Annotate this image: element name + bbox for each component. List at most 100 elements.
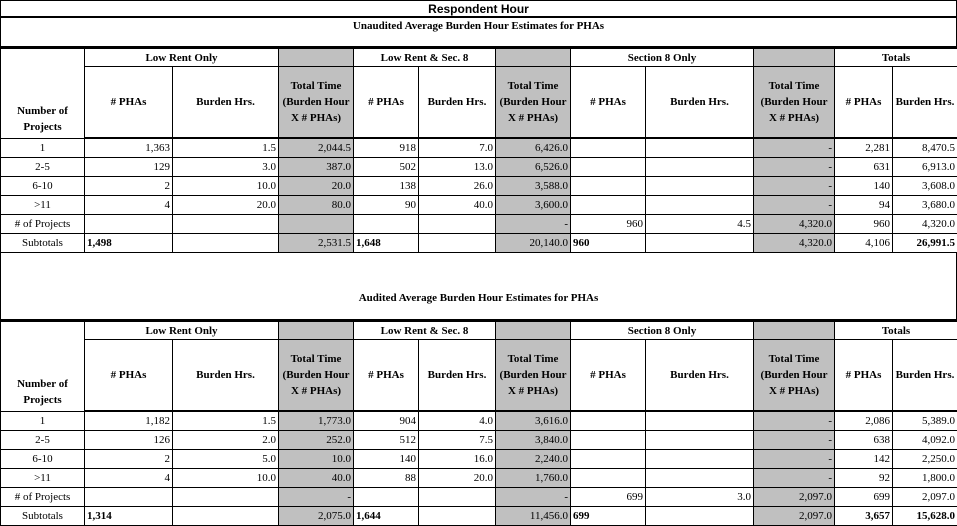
row-label: # of Projects [1,215,85,234]
column-header: # PHAs [354,67,419,139]
data-cell: 20.0 [173,196,279,215]
data-cell: - [754,138,835,158]
column-header: Total Time (Burden Hour X # PHAs) [279,67,354,139]
data-cell [173,488,279,507]
column-header: # PHAs [85,340,173,412]
data-cell: 1,182 [85,411,173,431]
blank-row [0,253,957,290]
data-cell: - [496,215,571,234]
data-cell: 1,363 [85,138,173,158]
data-cell: - [279,488,354,507]
column-header: Burden Hrs. [173,340,279,412]
column-header: Total Time (Burden Hour X # PHAs) [754,67,835,139]
group-header [279,321,354,340]
data-cell: - [754,158,835,177]
data-cell: 1,760.0 [496,469,571,488]
data-cell: 140 [354,450,419,469]
column-header: # PHAs [835,340,893,412]
group-header: Low Rent & Sec. 8 [354,321,496,340]
data-cell: 1.5 [173,138,279,158]
data-cell: 699 [835,488,893,507]
data-cell [85,488,173,507]
data-cell: 6,526.0 [496,158,571,177]
unaudited-section: Unaudited Average Burden Hour Estimates … [0,18,957,253]
data-cell: 918 [354,138,419,158]
data-cell: 4.0 [419,411,496,431]
table-subtitle: Unaudited Average Burden Hour Estimates … [0,18,957,47]
data-cell: 40.0 [279,469,354,488]
data-cell: 7.0 [419,138,496,158]
data-cell: 1,498 [85,234,173,253]
data-cell: 138 [354,177,419,196]
column-header: Burden Hrs. [419,67,496,139]
data-cell: 252.0 [279,431,354,450]
data-cell: 904 [354,411,419,431]
data-cell: 7.5 [419,431,496,450]
data-cell: 40.0 [419,196,496,215]
data-cell: 90 [354,196,419,215]
data-cell: 387.0 [279,158,354,177]
data-cell: 13.0 [419,158,496,177]
data-cell: 3,600.0 [496,196,571,215]
data-cell [419,488,496,507]
column-header: Total Time (Burden Hour X # PHAs) [279,340,354,412]
data-cell: 94 [835,196,893,215]
data-cell [571,158,646,177]
data-cell: 3.0 [646,488,754,507]
data-cell: 3.0 [173,158,279,177]
data-cell: - [496,488,571,507]
data-cell [419,215,496,234]
data-cell: 88 [354,469,419,488]
data-cell [571,138,646,158]
group-header [754,48,835,67]
column-header: Burden Hrs. [173,67,279,139]
data-cell: 631 [835,158,893,177]
column-header: Burden Hrs. [419,340,496,412]
group-header [754,321,835,340]
column-header: # PHAs [85,67,173,139]
data-cell: 10.0 [279,450,354,469]
data-cell: - [754,177,835,196]
column-header: # PHAs [571,340,646,412]
data-cell: 20.0 [419,469,496,488]
data-cell: 960 [835,215,893,234]
data-cell: 2 [85,450,173,469]
data-cell: 3,616.0 [496,411,571,431]
data-cell [646,158,754,177]
data-cell [571,196,646,215]
group-header [496,321,571,340]
data-cell: 6,913.0 [893,158,957,177]
group-header: Section 8 Only [571,48,754,67]
data-cell [646,469,754,488]
data-cell: 4,106 [835,234,893,253]
data-cell: 126 [85,431,173,450]
column-header: Burden Hrs. [893,67,957,139]
row-label: >11 [1,196,85,215]
data-cell: 20.0 [279,177,354,196]
audited-section: Audited Average Burden Hour Estimates fo… [0,290,957,526]
group-header: Low Rent Only [85,48,279,67]
data-cell: - [754,431,835,450]
data-cell: - [754,469,835,488]
data-cell: 4 [85,196,173,215]
data-cell [173,215,279,234]
data-cell [419,234,496,253]
data-cell: 2,531.5 [279,234,354,253]
data-cell: 4,320.0 [754,215,835,234]
data-cell [646,177,754,196]
data-cell [571,431,646,450]
data-cell: - [754,450,835,469]
data-cell: 4,320.0 [754,234,835,253]
group-header [496,48,571,67]
data-cell: 512 [354,431,419,450]
table-subtitle: Audited Average Burden Hour Estimates fo… [0,290,957,320]
data-cell: 5,389.0 [893,411,957,431]
data-cell: - [754,411,835,431]
